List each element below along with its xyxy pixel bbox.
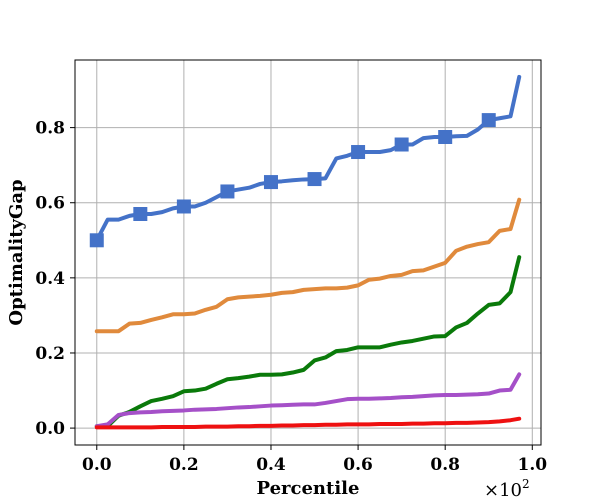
data-point-blue [133,207,148,221]
x-tick-label: 0.6 [343,455,373,475]
series-line-purple [94,372,522,429]
series-line-green [94,255,522,429]
series-line-orange [94,197,522,334]
x-axis-label: Percentile [257,478,360,499]
x-tick-label: 0.0 [82,455,112,475]
x-tick-label: 0.4 [256,455,286,475]
x-tick-label: 0.2 [169,455,199,475]
data-point-blue [220,184,235,199]
data-point-blue [307,172,322,187]
series-line-red [94,416,522,430]
x-tick-label: 1.0 [518,455,548,475]
y-tick-label: 0.0 [35,419,65,439]
data-point-blue [89,233,104,248]
y-tick-label: 0.4 [35,269,65,289]
data-point-blue [438,130,453,144]
axis-ticks: 0.0 0.2 0.4 0.6 0.8 1.0 0.0 0.2 0.4 0.6 0.8 [35,119,547,475]
grid-lines [75,60,541,445]
y-tick-label: 0.8 [35,119,65,139]
y-axis-label: OptimalityGap [6,179,27,325]
data-point-blue [394,137,409,152]
series-group [89,74,522,430]
data-point-blue [263,175,278,190]
data-point-blue [351,145,366,160]
data-point-blue [176,199,191,214]
x-scale-multiplier: ×102 [484,477,530,500]
data-point-blue [481,113,496,128]
y-tick-label: 0.6 [35,194,65,214]
y-tick-label: 0.2 [35,344,65,364]
x-tick-label: 0.8 [430,455,460,475]
series-line-blue [94,74,522,243]
plot-frame [74,59,542,446]
